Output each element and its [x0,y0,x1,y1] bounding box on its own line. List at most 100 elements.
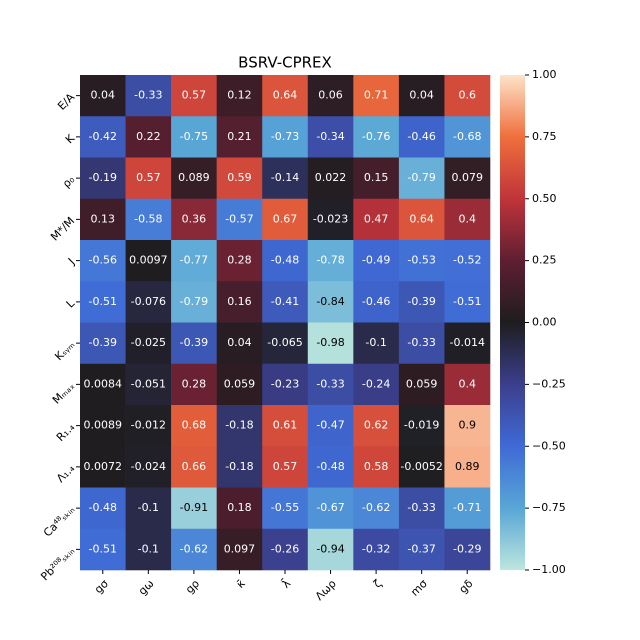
heatmap-cell [125,240,172,282]
heatmap-cell [125,198,172,241]
heatmap-cell [80,157,126,200]
cell-label: -0.34 [316,130,344,143]
cell-label: -0.025 [131,336,166,349]
heatmap-cell [216,528,263,571]
cell-label: -0.019 [404,419,439,432]
heatmap-cell [80,446,126,488]
heatmap-cell [262,116,309,158]
heatmap-cell [444,322,491,365]
cell-label: -0.47 [316,419,344,432]
heatmap-cell [171,363,217,406]
colorbar-tick-label: 0.75 [532,130,557,143]
cell-label: -0.58 [134,212,162,225]
cell-label: 0.089 [178,171,210,184]
cell-label: 0.57 [182,89,207,102]
heatmap-cell [262,363,309,406]
cell-label: -0.024 [131,460,166,473]
heatmap-cell [216,405,263,447]
heatmap-cell [171,405,217,447]
heatmap-cell [262,157,309,200]
heatmap-cell [125,487,172,530]
cell-label: 0.4 [458,212,476,225]
cell-label: 0.62 [364,419,389,432]
heatmap-cell [307,240,354,282]
heatmap-cell [80,405,126,447]
heatmap-cell [307,528,354,571]
cell-label: -0.18 [225,460,253,473]
heatmap-cell [125,363,172,406]
cell-label: 0.06 [318,89,343,102]
heatmap-cell [80,75,126,117]
heatmap-cell [216,281,263,323]
y-tick-label: Mₘₐₓ [50,379,77,406]
heatmap-cell [80,198,126,241]
cell-label: 0.57 [273,460,298,473]
cell-label: -0.33 [134,89,162,102]
cell-label: -0.14 [271,171,299,184]
cell-label: 0.097 [224,542,256,555]
cell-label: -0.23 [271,377,299,390]
cell-label: 0.66 [182,460,207,473]
colorbar-tick-label: 1.00 [532,68,557,81]
heatmap-cell [262,528,309,571]
cell-label: -0.79 [407,171,435,184]
cell-label: -0.39 [89,336,117,349]
cell-label: -0.42 [89,130,117,143]
cell-label: 0.59 [227,171,252,184]
colorbar [500,75,525,570]
colorbar-tick-label: 0.50 [532,192,557,205]
heatmap-cell [216,75,263,117]
cell-label: 0.18 [227,501,252,514]
cell-label: -0.39 [180,336,208,349]
cell-label: 0.28 [227,254,252,267]
cell-label: -0.33 [407,501,435,514]
heatmap-cell [353,240,400,282]
cell-label: -0.012 [131,419,166,432]
cell-label: -0.77 [180,254,208,267]
colorbar-tick-label: −0.25 [532,377,566,390]
heatmap-cell [216,198,263,241]
cell-label: 0.0084 [84,377,123,390]
heatmap-cell [171,487,217,530]
cell-label: 0.61 [273,419,298,432]
cell-label: -0.94 [316,542,344,555]
heatmap-cell [171,198,217,241]
colorbar-tick-label: 0.25 [532,254,557,267]
cell-label: -0.014 [449,336,484,349]
heatmap-cell [444,363,491,406]
heatmap-cell [80,281,126,323]
heatmap-cell [444,198,491,241]
heatmap-cell [262,75,309,117]
colorbar-tick-label: 0.00 [532,316,557,329]
cell-label: 0.64 [273,89,298,102]
heatmap-cell [216,363,263,406]
heatmap-cell [353,322,400,365]
cell-label: -0.37 [407,542,435,555]
heatmap-cell [353,363,400,406]
heatmap-cell [398,487,445,530]
heatmap-cell [307,75,354,117]
heatmap-cell [171,157,217,200]
heatmap-cell [353,75,400,117]
x-tick-label: gδ [457,577,476,596]
cell-label: -0.0052 [400,460,442,473]
heatmap-cell [216,487,263,530]
colorbar-tick-label: −1.00 [532,563,566,576]
cell-label: -0.48 [271,254,299,267]
heatmap-cell [398,198,445,241]
heatmap-cell [125,322,172,365]
cell-label: -0.51 [89,295,117,308]
cell-label: 0.079 [451,171,483,184]
cell-label: 0.04 [409,89,434,102]
cell-label: 0.12 [227,89,252,102]
cell-label: 0.64 [409,212,434,225]
y-tick-label: ρ₀ [60,173,78,191]
heatmap-cell [262,240,309,282]
cell-label: -0.67 [316,501,344,514]
heatmap-cell [353,446,400,488]
heatmap-cell [262,281,309,323]
x-tick-label: gσ [92,577,111,596]
heatmap-cell [125,116,172,158]
cell-label: 0.6 [458,89,476,102]
heatmap-cell [171,240,217,282]
